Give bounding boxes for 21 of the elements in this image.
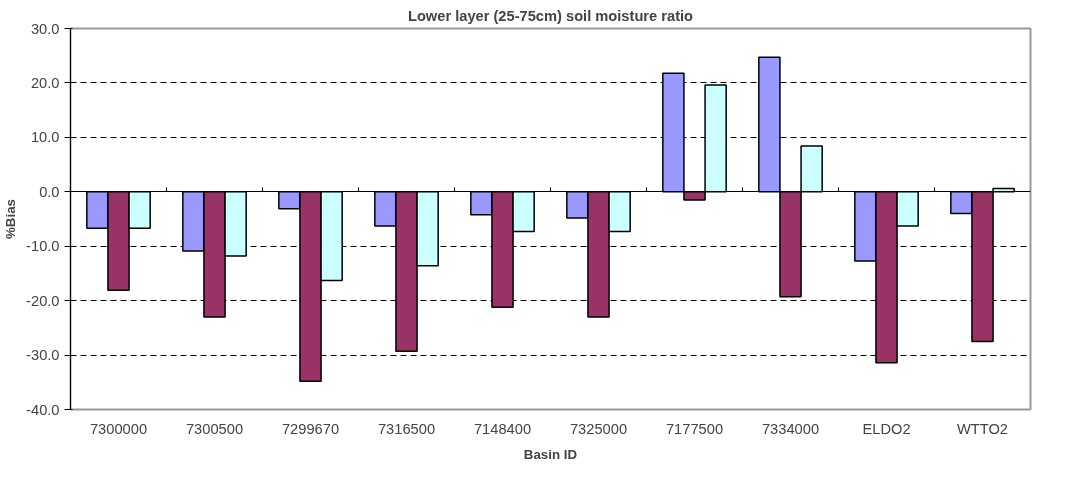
y-tick-label: -10.0 xyxy=(26,238,60,255)
x-tick-label: 7299670 xyxy=(281,420,340,437)
chart-title: Lower layer (25-75cm) soil moisture ratio xyxy=(407,7,694,24)
y-tick-label: 10.0 xyxy=(30,129,60,146)
y-axis-title: %Bias xyxy=(3,198,19,239)
x-tick-label: 7316500 xyxy=(377,420,436,437)
y-tick-label: -20.0 xyxy=(26,292,60,309)
x-tick-label: 7300500 xyxy=(185,420,244,437)
x-tick-label: WTTO2 xyxy=(956,420,1009,437)
x-tick-label: 7177500 xyxy=(665,420,724,437)
y-tick-label: 30.0 xyxy=(30,20,60,37)
x-tick-label: ELDO2 xyxy=(862,420,911,437)
y-tick-label: 20.0 xyxy=(30,74,60,91)
x-tick-label: 7300000 xyxy=(89,420,148,437)
x-tick-label: 7334000 xyxy=(761,420,820,437)
x-tick-label: 7148400 xyxy=(473,420,532,437)
y-tick-label: -30.0 xyxy=(26,347,60,364)
x-axis-title: Basin ID xyxy=(523,446,578,462)
y-tick-label: 0.0 xyxy=(39,183,60,200)
x-tick-label: 7325000 xyxy=(569,420,628,437)
y-tick-label: -40.0 xyxy=(26,401,60,418)
